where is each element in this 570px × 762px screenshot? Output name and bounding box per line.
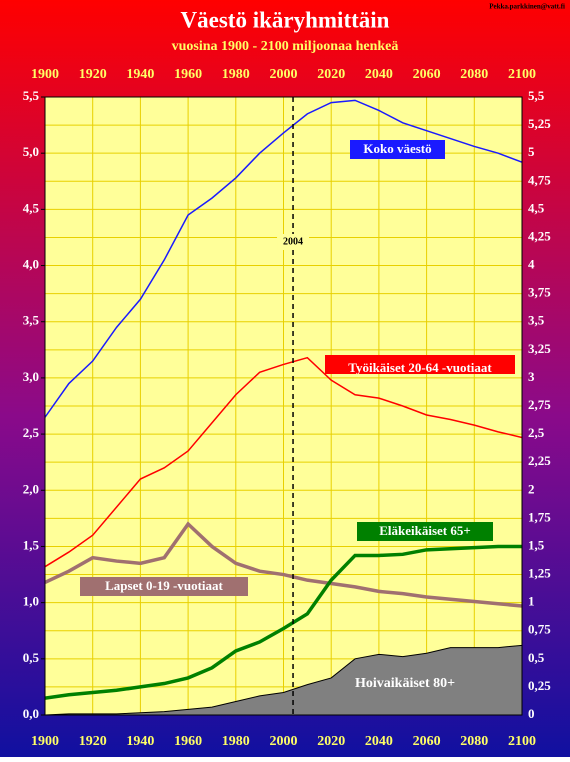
x-tick-label: 1900 <box>31 734 59 749</box>
y2-tick-label: 1,5 <box>528 537 545 552</box>
x-tick-label: 2100 <box>508 734 536 749</box>
series-label: Työikäiset 20-64 -vuotiaat <box>348 360 492 375</box>
x-tick-label: 2040 <box>365 734 393 749</box>
series-label: Hoivaikäiset 80+ <box>355 676 455 691</box>
x-tick-label: 2080 <box>460 67 488 82</box>
x-tick-label: 1980 <box>222 67 250 82</box>
y2-tick-label: 3 <box>528 369 535 384</box>
y-tick-label: 1,0 <box>23 594 39 609</box>
series-layer <box>45 99 522 715</box>
y2-tick-label: 1,25 <box>528 566 551 581</box>
y2-tick-label: 3,75 <box>528 285 551 300</box>
series-label-box: Koko väestö <box>350 140 445 159</box>
y-tick-label: 1,5 <box>23 537 40 552</box>
y2-tick-label: 0,25 <box>528 678 551 693</box>
x-tick-label: 1920 <box>79 67 107 82</box>
plot-border <box>44 96 523 716</box>
y-tick-label: 5,5 <box>23 88 40 103</box>
series-label: Lapset 0-19 -vuotiaat <box>105 578 223 593</box>
y-tick-label: 2,5 <box>23 425 40 440</box>
x-tick-label: 2060 <box>413 67 441 82</box>
y2-tick-label: 4,75 <box>528 172 551 187</box>
y2-tick-label: 2,25 <box>528 453 551 468</box>
y2-tick-label: 2,75 <box>528 397 551 412</box>
y2-tick-label: 2,5 <box>528 425 545 440</box>
y2-tick-label: 5,25 <box>528 116 551 131</box>
x-tick-label: 2100 <box>508 67 536 82</box>
series-label: Eläkeikäiset 65+ <box>379 523 471 538</box>
chart-title: Väestö ikäryhmittäin <box>181 7 390 32</box>
y2-tick-label: 4,25 <box>528 228 551 243</box>
series-line <box>45 544 522 700</box>
y-tick-label: 2,0 <box>23 481 39 496</box>
y-tick-label: 3,5 <box>23 313 40 328</box>
series-label-box: Lapset 0-19 -vuotiaat <box>80 577 248 596</box>
y2-tick-label: 5 <box>528 144 535 159</box>
y-tick-label: 0,5 <box>23 650 40 665</box>
y2-tick-label: 1 <box>528 594 535 609</box>
y2-tick-label: 3,25 <box>528 341 551 356</box>
series-line <box>45 521 522 608</box>
x-tick-label: 2060 <box>413 734 441 749</box>
y2-tick-label: 0 <box>528 706 535 721</box>
x-tick-label: 2020 <box>317 734 345 749</box>
x-tick-label: 2000 <box>270 67 298 82</box>
x-tick-label: 1980 <box>222 734 250 749</box>
area <box>45 644 522 715</box>
y2-tick-label: 5,5 <box>528 88 545 103</box>
y-tick-label: 3,0 <box>23 369 39 384</box>
y2-tick-label: 0,75 <box>528 622 551 637</box>
x-tick-label: 1960 <box>174 67 202 82</box>
chart-subtitle: vuosina 1900 - 2100 miljoonaa henkeä <box>172 39 399 54</box>
y2-tick-label: 3,5 <box>528 313 545 328</box>
label-box <box>80 577 248 596</box>
label-box <box>350 140 445 159</box>
x-tick-label: 2080 <box>460 734 488 749</box>
series-label-box: Työikäiset 20-64 -vuotiaat <box>325 355 515 375</box>
y2-tick-label: 4,5 <box>528 200 545 215</box>
y2-tick-label: 1,75 <box>528 509 551 524</box>
y-tick-label: 4,0 <box>23 257 39 272</box>
credit: Pekka.parkkinen@vatt.fi <box>489 3 565 11</box>
y-tick-label: 5,0 <box>23 144 39 159</box>
y-tick-label: 4,5 <box>23 200 40 215</box>
label-box <box>325 355 515 374</box>
annotation: 2004 <box>283 236 303 247</box>
x-tick-label: 1960 <box>174 734 202 749</box>
y2-tick-label: 0,5 <box>528 650 545 665</box>
series-label: Koko väestö <box>363 141 431 156</box>
y-tick-label: 0,0 <box>23 706 39 721</box>
x-tick-label: 2020 <box>317 67 345 82</box>
y2-tick-label: 4 <box>528 257 535 272</box>
series-line <box>45 99 522 418</box>
x-tick-label: 1900 <box>31 67 59 82</box>
annotation-bg <box>277 234 310 250</box>
series-label-box: Eläkeikäiset 65+ <box>357 522 493 541</box>
series-line <box>45 356 522 568</box>
x-tick-label: 1940 <box>126 67 154 82</box>
x-tick-label: 2040 <box>365 67 393 82</box>
label-box <box>357 522 493 541</box>
x-tick-label: 1920 <box>79 734 107 749</box>
x-tick-label: 2000 <box>270 734 298 749</box>
x-tick-label: 1940 <box>126 734 154 749</box>
y2-tick-label: 2 <box>528 481 535 496</box>
